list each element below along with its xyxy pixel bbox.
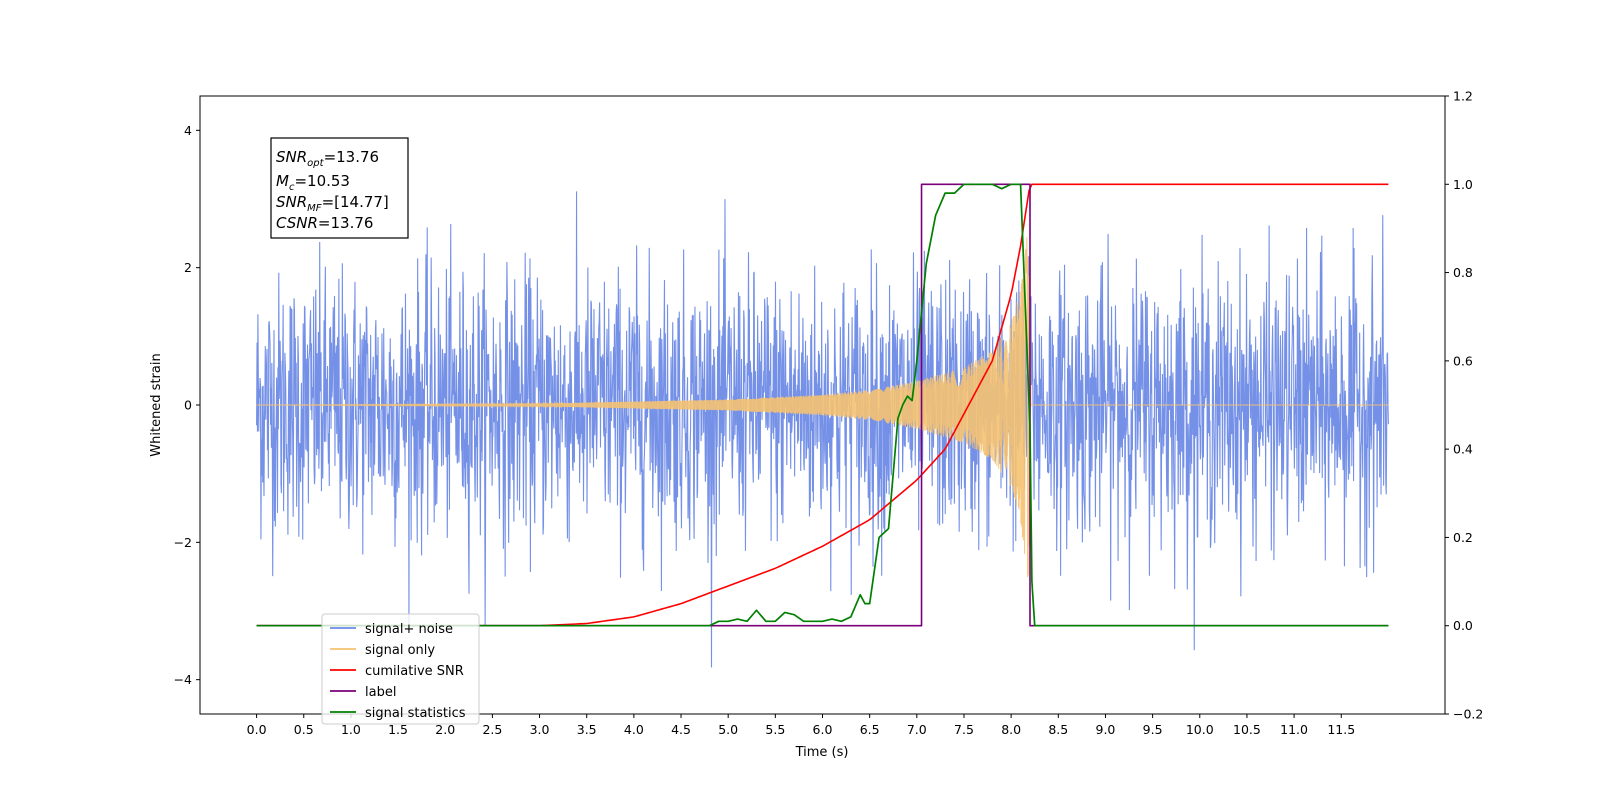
- legend-label: cumilative SNR: [365, 664, 464, 679]
- y-right-tick-label: 0.4: [1453, 442, 1473, 457]
- legend-label: signal statistics: [365, 706, 466, 721]
- series-layer: [256, 183, 1389, 668]
- snr-opt-text: SNRopt=13.76: [276, 148, 379, 169]
- plot-area: [256, 183, 1389, 668]
- y-left-tick-label: −4: [174, 672, 192, 687]
- y-right-tick-label: 1.2: [1453, 89, 1473, 104]
- metrics-annotation: SNRopt=13.76 Mc=10.53 SNRMF=[14.77] CSNR…: [270, 137, 409, 239]
- x-tick-label: 10.0: [1186, 722, 1214, 737]
- legend-label: label: [365, 685, 396, 700]
- x-tick-label: 6.0: [813, 722, 833, 737]
- y-left-tick-label: −2: [174, 535, 192, 550]
- x-tick-label: 1.5: [388, 722, 408, 737]
- x-tick-label: 11.5: [1327, 722, 1355, 737]
- x-tick-label: 5.5: [765, 722, 785, 737]
- x-tick-label: 5.0: [718, 722, 738, 737]
- csnr-text: CSNR=13.76: [276, 214, 373, 232]
- x-tick-label: 4.5: [671, 722, 691, 737]
- y-axis-right: −0.2 0.0 0.2 0.4 0.6 0.8 1.0 1.2: [1445, 89, 1483, 722]
- x-tick-label: 11.0: [1280, 722, 1308, 737]
- series-signal-noise: [256, 191, 1389, 668]
- x-axis-label: Time (s): [795, 745, 849, 760]
- x-tick-label: 7.0: [907, 722, 927, 737]
- legend-label: signal only: [365, 643, 435, 658]
- x-tick-label: 9.0: [1096, 722, 1116, 737]
- y-axis-label: Whitened strain: [149, 353, 164, 456]
- y-left-tick-label: 2: [184, 260, 192, 275]
- x-tick-label: 3.0: [530, 722, 550, 737]
- y-right-tick-label: 1.0: [1453, 177, 1473, 192]
- legend-box: [321, 613, 480, 725]
- y-right-tick-label: 0.8: [1453, 265, 1473, 280]
- y-right-tick-label: −0.2: [1453, 707, 1483, 722]
- x-tick-label: 10.5: [1233, 722, 1261, 737]
- legend: signal+ noise signal only cumilative SNR la…: [321, 613, 480, 725]
- annotation-box: [270, 137, 409, 239]
- x-tick-label: 8.0: [1001, 722, 1021, 737]
- legend-label: signal+ noise: [365, 622, 453, 637]
- x-tick-label: 0.0: [247, 722, 267, 737]
- x-tick-label: 7.5: [954, 722, 974, 737]
- y-axis-left: −4 −2 0 2 4: [174, 123, 200, 687]
- y-right-tick-label: 0.6: [1453, 353, 1473, 368]
- x-tick-label: 9.5: [1143, 722, 1163, 737]
- x-tick-label: 2.0: [435, 722, 455, 737]
- x-tick-label: 3.5: [577, 722, 597, 737]
- series-signal-only: [256, 237, 1389, 578]
- x-tick-label: 8.5: [1048, 722, 1068, 737]
- y-left-tick-label: 0: [184, 398, 192, 413]
- x-tick-label: 6.5: [860, 722, 880, 737]
- x-tick-label: 0.5: [294, 722, 314, 737]
- y-left-tick-label: 4: [184, 123, 192, 138]
- y-right-tick-label: 0.2: [1453, 530, 1473, 545]
- x-tick-label: 4.0: [624, 722, 644, 737]
- y-right-tick-label: 0.0: [1453, 618, 1473, 633]
- snr-mf-text: SNRMF=[14.77]: [276, 193, 389, 214]
- x-tick-label: 2.5: [482, 722, 502, 737]
- mc-text: Mc=10.53: [276, 172, 350, 193]
- x-tick-label: 1.0: [341, 722, 361, 737]
- x-axis: 0.0 0.5 1.0 1.5 2.0 2.5 3.0 3.5 4.0 4.5 5.0 5.5 6.0 6…: [247, 714, 1355, 737]
- series-signal-statistics: [256, 183, 1389, 627]
